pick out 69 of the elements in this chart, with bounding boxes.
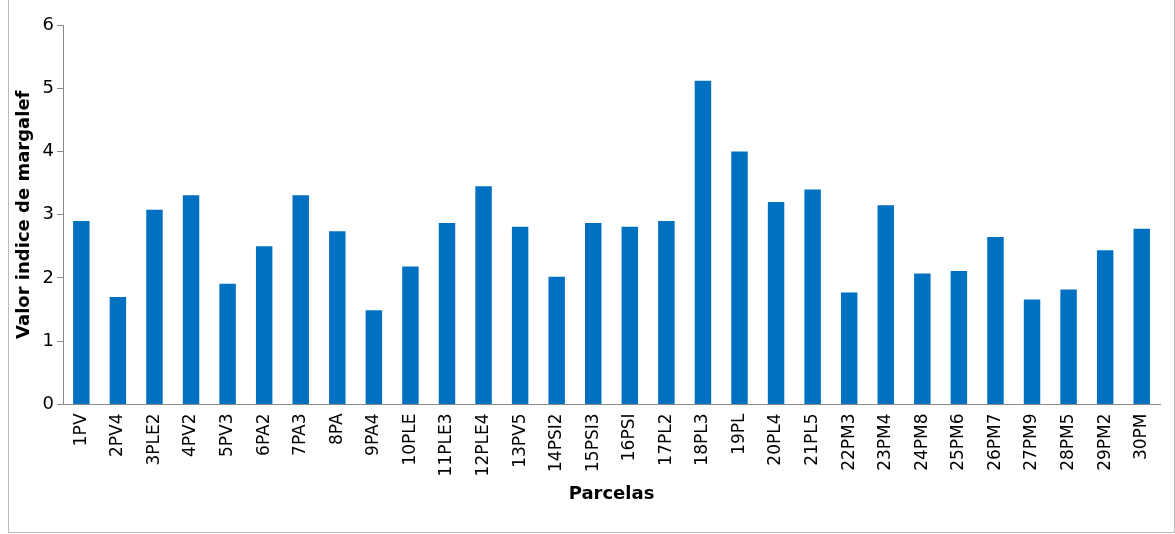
bar [475, 186, 492, 404]
bar [219, 283, 236, 404]
x-tick-label: 22PM3 [837, 413, 858, 471]
x-tick-label: 5PV3 [216, 413, 237, 457]
bar [329, 231, 346, 404]
x-tick-label: 8PA [325, 413, 346, 446]
bar [438, 222, 456, 404]
x-axis-title: Parcelas [568, 481, 655, 503]
bar [950, 271, 968, 404]
x-tick-label: 10PLE [398, 413, 419, 466]
bar [109, 296, 127, 404]
x-tick-label: 2PV4 [106, 413, 127, 457]
bar [585, 222, 602, 404]
bar [840, 292, 858, 404]
bar [292, 195, 309, 404]
x-tick-label: 3PLE2 [142, 413, 163, 466]
bar [548, 276, 565, 404]
bar [658, 221, 675, 404]
x-tick-label: 18PL3 [691, 413, 712, 466]
x-tick-label: 6PA2 [252, 413, 273, 456]
x-tick-label: 23PM4 [874, 413, 895, 471]
bar [1060, 289, 1077, 404]
x-tick-label: 28PM5 [1057, 413, 1078, 471]
x-tick-label: 17PL2 [654, 413, 675, 466]
y-tick-label: 0 [42, 392, 55, 414]
bar [365, 310, 383, 404]
y-tick-label: 3 [42, 202, 55, 224]
bar [877, 205, 894, 404]
bar [255, 246, 273, 404]
bar [511, 226, 529, 404]
x-tick-label: 7PA3 [289, 413, 310, 456]
x-tick-label: 13PV5 [508, 413, 529, 468]
x-tick-label: 27PM9 [1020, 413, 1041, 471]
bar [987, 236, 1004, 404]
bar [402, 266, 419, 404]
bar [1023, 299, 1041, 404]
bar [694, 80, 712, 404]
bar [1096, 250, 1114, 404]
x-tick-label: 21PL5 [801, 413, 822, 466]
x-tick-label: 11PLE3 [435, 413, 456, 477]
x-tick-label: 30PM [1130, 413, 1151, 461]
x-tick-label: 14PSI2 [545, 413, 566, 472]
x-tick-label: 29PM2 [1093, 413, 1114, 471]
y-tick-label: 2 [42, 265, 55, 287]
x-tick-label: 20PL4 [764, 413, 785, 466]
y-axis-title: Valor indice de margalef [12, 90, 34, 339]
y-tick-label: 1 [42, 328, 55, 350]
bar [146, 209, 163, 404]
x-tick-label: 15PSI3 [581, 413, 602, 472]
x-tick-label: 1PV [69, 413, 90, 447]
bar [804, 189, 821, 404]
bar [731, 151, 748, 404]
x-tick-label: 16PSI [618, 413, 639, 462]
bar [73, 221, 90, 404]
bar [621, 226, 639, 404]
bar [1133, 228, 1150, 404]
x-tick-label: 4PV2 [179, 413, 200, 457]
bar [914, 273, 931, 404]
x-tick-label: 19PL [727, 412, 748, 455]
x-tick-label: 26PM7 [983, 413, 1004, 471]
y-tick-label: 4 [42, 139, 55, 161]
y-tick-label: 6 [42, 12, 55, 34]
x-tick-label: 25PM6 [947, 413, 968, 471]
bar [182, 195, 200, 404]
bar [767, 202, 785, 404]
x-tick-label: 24PM8 [910, 413, 931, 471]
x-tick-label: 12PLE4 [471, 413, 492, 477]
x-tick-label: 9PA4 [362, 413, 383, 456]
y-tick-label: 5 [42, 75, 55, 97]
